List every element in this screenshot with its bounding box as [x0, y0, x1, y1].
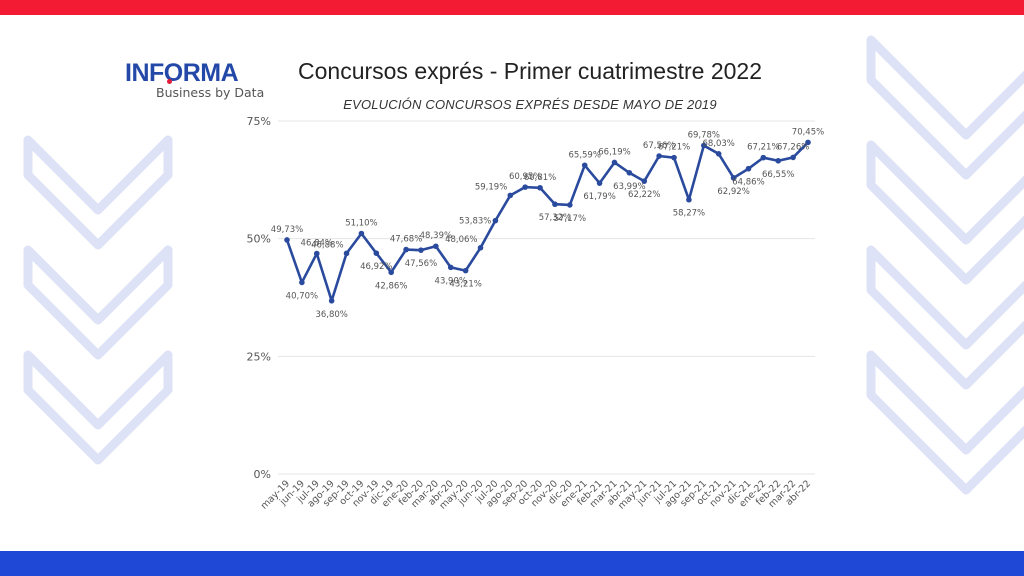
data-label: 63,99%	[613, 182, 645, 192]
data-label: 60,81%	[524, 173, 556, 183]
data-point	[790, 154, 796, 161]
chart-subtitle: EVOLUCIÓN CONCURSOS EXPRÉS DESDE MAYO DE…	[343, 97, 717, 112]
data-label: 53,83%	[459, 217, 491, 227]
data-point	[805, 139, 811, 146]
data-label: 62,92%	[717, 187, 749, 197]
data-point	[715, 151, 722, 157]
data-label: 43,21%	[449, 280, 481, 290]
y-tick-label: 0%	[254, 468, 271, 481]
logo-tagline: Business by Data	[156, 85, 265, 100]
data-point	[596, 180, 603, 186]
data-point	[343, 250, 350, 257]
informa-logo: INFO RMA Business by Data	[125, 60, 265, 100]
data-label: 47,56%	[405, 259, 437, 269]
data-label: 69,78%	[688, 131, 720, 141]
chart-gridlines	[278, 120, 815, 475]
data-label: 68,03%	[702, 139, 734, 149]
data-label: 48,06%	[445, 235, 477, 245]
data-point	[611, 159, 618, 166]
data-point	[373, 250, 380, 256]
data-point	[537, 184, 543, 191]
data-point	[418, 247, 424, 253]
data-label: 67,21%	[658, 143, 690, 153]
data-label: 49,73%	[271, 225, 303, 235]
data-label: 65,59%	[569, 150, 601, 160]
data-point	[567, 202, 573, 208]
data-point	[507, 192, 514, 199]
y-tick-label: 75%	[247, 115, 271, 128]
data-point	[328, 297, 335, 304]
y-tick-label: 25%	[247, 350, 271, 363]
data-label: 36,80%	[315, 310, 347, 320]
data-point	[656, 153, 662, 159]
data-label: 59,19%	[475, 182, 507, 192]
data-label: 64,86%	[732, 178, 764, 188]
data-label: 46,88%	[311, 240, 343, 250]
y-axis-ticks: 0% 25% 50% 75%	[247, 115, 271, 481]
data-point	[760, 154, 767, 161]
data-point	[492, 217, 499, 224]
data-label: 51,10%	[345, 218, 377, 228]
data-point	[552, 201, 558, 208]
series-line	[285, 141, 809, 303]
data-point	[284, 237, 290, 243]
data-point	[447, 264, 454, 271]
data-label: 60,95%	[509, 172, 541, 182]
data-point	[299, 279, 305, 286]
data-label: 46,92%	[360, 262, 392, 272]
data-point	[745, 165, 752, 172]
data-point	[522, 184, 528, 190]
data-label: 66,55%	[762, 170, 794, 180]
data-point	[462, 267, 469, 274]
data-point	[581, 162, 588, 169]
data-label: 67,56%	[643, 141, 675, 151]
data-label: 70,45%	[792, 127, 824, 137]
data-label: 67,26%	[777, 142, 809, 152]
y-tick-label: 50%	[247, 233, 271, 246]
data-label: 46,84%	[301, 239, 333, 249]
data-labels: 49,73% 40,70% 46,84% 36,80% 46,88% 51,10% 46,9…	[271, 127, 824, 319]
data-label: 58,27%	[673, 209, 705, 219]
top-red-bar	[0, 0, 1024, 15]
data-label: 42,86%	[375, 281, 407, 291]
data-point	[313, 250, 320, 257]
data-point	[477, 244, 484, 251]
data-point	[433, 243, 439, 250]
data-point	[358, 230, 365, 237]
bottom-blue-bar	[0, 551, 1024, 576]
data-label: 47,68%	[390, 235, 422, 245]
data-label: 57,17%	[554, 214, 586, 224]
data-points	[284, 139, 811, 304]
data-label: 48,39%	[420, 231, 452, 241]
data-label: 61,79%	[583, 192, 615, 202]
data-point	[403, 246, 409, 253]
data-label: 40,70%	[286, 291, 318, 301]
data-point	[686, 196, 692, 203]
data-point	[641, 178, 648, 184]
x-axis-ticks: may-19jun-19jul-19ago-19sep-19oct-19nov-…	[259, 478, 813, 511]
data-label: 57,32%	[539, 213, 571, 223]
data-label: 43,90%	[435, 276, 467, 286]
data-label: 66,19%	[598, 147, 630, 157]
logo-wordmark: INFO RMA	[125, 59, 239, 87]
data-point	[671, 154, 677, 161]
logo-red-dot	[166, 79, 172, 84]
data-label: 67,21%	[747, 143, 779, 153]
data-point	[701, 142, 707, 149]
data-point	[626, 170, 633, 176]
data-label: 62,22%	[628, 190, 660, 200]
data-point	[730, 175, 737, 181]
page-title: Concursos exprés - Primer cuatrimestre 2…	[298, 58, 762, 84]
data-point	[775, 157, 782, 164]
data-point	[388, 269, 395, 276]
